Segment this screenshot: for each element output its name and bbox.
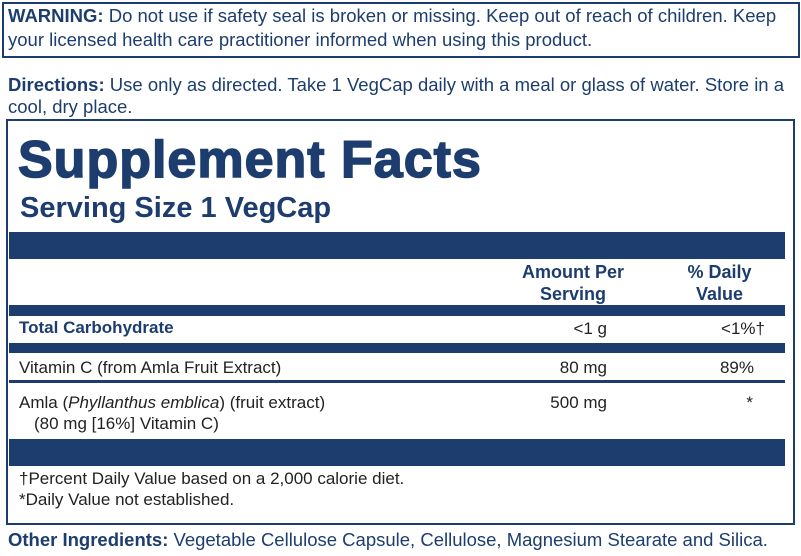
footnote: †Percent Daily Value based on a 2,000 ca… bbox=[19, 469, 405, 488]
directions-label: Directions: bbox=[8, 74, 105, 95]
other-ingredients-label: Other Ingredients: bbox=[8, 529, 169, 550]
facts-box bbox=[6, 119, 795, 525]
daily-value: * bbox=[746, 393, 753, 412]
daily-value: 89% bbox=[719, 358, 754, 377]
warning-label: WARNING: bbox=[8, 5, 104, 26]
warning-box: WARNING: Do not use if safety seal is br… bbox=[2, 2, 800, 58]
divider-bar bbox=[9, 439, 785, 466]
nutrient-name: Vitamin C (from Amla Fruit Extract) bbox=[19, 358, 282, 377]
divider-bar bbox=[9, 305, 785, 316]
directions-text: Use only as directed. Take 1 VegCap dail… bbox=[8, 74, 785, 117]
facts-title: Supplement Facts bbox=[17, 130, 482, 190]
footnote: *Daily Value not established. bbox=[19, 490, 235, 509]
divider-bar bbox=[9, 343, 785, 353]
warning-text: Do not use if safety seal is broken or m… bbox=[8, 5, 777, 50]
daily-value: <1%† bbox=[721, 319, 765, 338]
column-header: % Daily Value bbox=[687, 262, 752, 304]
nutrient-name: Total Carbohydrate bbox=[19, 318, 174, 337]
name-part: ) (fruit extract) bbox=[219, 393, 326, 412]
divider-bar bbox=[9, 232, 785, 259]
divider-line bbox=[9, 380, 785, 383]
other-ingredients: Other Ingredients: Vegetable Cellulose C… bbox=[8, 529, 768, 551]
name-part: Amla ( bbox=[19, 393, 69, 412]
amount: 500 mg bbox=[550, 393, 607, 412]
amount: <1 g bbox=[573, 319, 607, 338]
other-ingredients-text: Vegetable Cellulose Capsule, Cellulose, … bbox=[173, 529, 768, 550]
latin-name: Phyllanthus emblica bbox=[68, 393, 220, 412]
nutrient-name: Amla (Phyllanthus emblica) (fruit extrac… bbox=[19, 393, 325, 413]
column-header: Amount Per Serving bbox=[521, 262, 624, 304]
amount: 80 mg bbox=[559, 358, 607, 377]
serving-size: Serving Size 1 VegCap bbox=[20, 192, 332, 224]
directions: Directions: Use only as directed. Take 1… bbox=[8, 74, 798, 118]
nutrient-sub: (80 mg [16%] Vitamin C) bbox=[34, 414, 219, 433]
